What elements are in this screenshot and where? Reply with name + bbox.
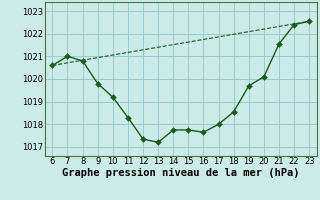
X-axis label: Graphe pression niveau de la mer (hPa): Graphe pression niveau de la mer (hPa) — [62, 168, 300, 178]
